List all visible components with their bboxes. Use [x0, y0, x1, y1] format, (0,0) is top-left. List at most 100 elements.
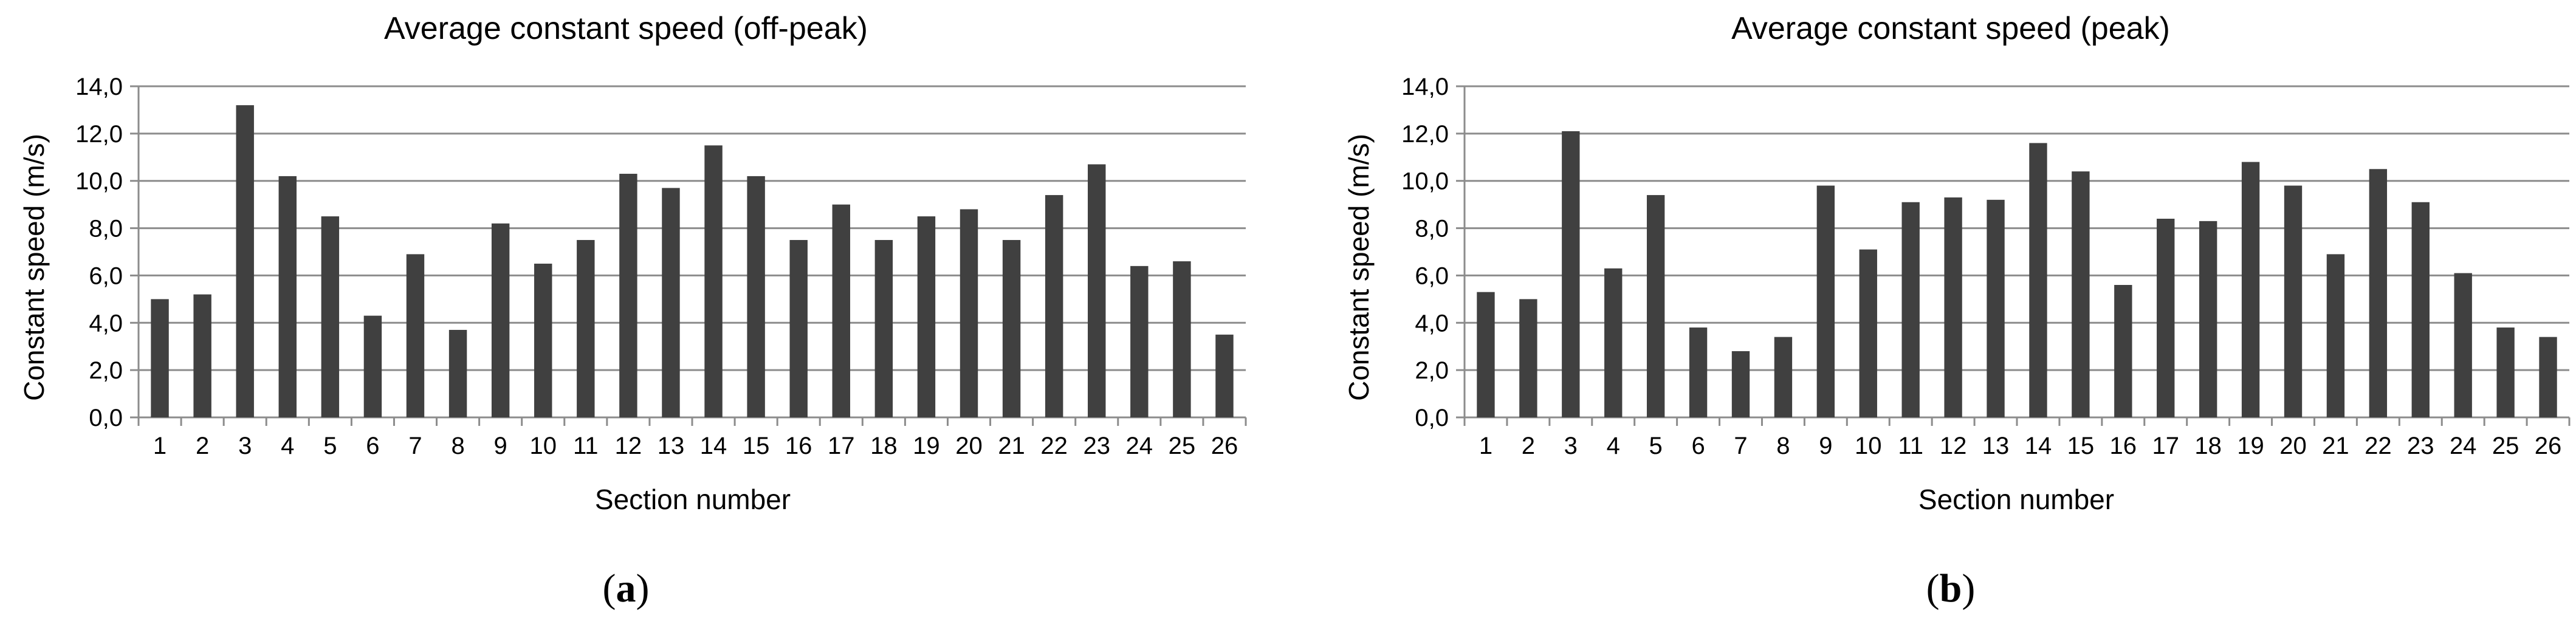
y-axis-label: Constant speed (m/s): [18, 134, 50, 401]
x-tick-label: 19: [2237, 433, 2264, 459]
y-axis-ticks: 0,0 2,0 4,0 6,0 8,0 10,0 12,0 14,0: [75, 74, 139, 431]
bar: [960, 209, 978, 417]
bar: [1130, 266, 1149, 417]
x-tick-label: 7: [1734, 433, 1747, 459]
bar: [534, 263, 552, 417]
bar: [704, 145, 723, 418]
x-tick-label: 3: [238, 433, 252, 459]
x-tick-label: 10: [1855, 433, 1882, 459]
y-axis-label: Constant speed (m/s): [1343, 134, 1375, 401]
bar: [832, 204, 850, 417]
chart-off-peak: Average constant speed (off-peak) 0,0 2,0…: [18, 11, 1247, 611]
y-tick-label: 14,0: [75, 74, 123, 100]
bar: [1173, 261, 1191, 417]
bar: [1731, 351, 1750, 417]
bar: [1689, 327, 1708, 417]
y-tick-label: 4,0: [1415, 310, 1449, 337]
bar: [2454, 273, 2472, 417]
x-tick-label: 15: [743, 433, 770, 459]
y-tick-label: 10,0: [75, 168, 123, 195]
x-tick-label: 11: [573, 433, 599, 459]
x-tick-label: 18: [2194, 433, 2222, 459]
x-tick-label: 14: [700, 433, 727, 459]
bar: [1816, 185, 1835, 417]
x-tick-label: 15: [2067, 433, 2095, 459]
y-axis-ticks: 0,0 2,0 4,0 6,0 8,0 10,0 12,0 14,0: [1401, 74, 1465, 431]
x-axis-ticks: 1 2 3 4 5 6 7 8 9 10 11 12 13 14 15 16 17 18 19 20 21 22 23 24 2…: [137, 417, 1247, 459]
bars: [151, 105, 1234, 418]
x-tick-label: 2: [196, 433, 209, 459]
bar: [1987, 199, 2005, 417]
x-tick-label: 9: [1819, 433, 1832, 459]
bar: [2411, 202, 2430, 417]
y-tick-label: 0,0: [1415, 405, 1449, 431]
x-tick-label: 24: [1126, 433, 1153, 459]
x-tick-label: 5: [1649, 433, 1663, 459]
x-axis-label: Section number: [1918, 484, 2114, 515]
x-tick-label: 6: [366, 433, 379, 459]
y-tick-label: 12,0: [1401, 121, 1449, 148]
x-tick-label: 3: [1564, 433, 1578, 459]
bar: [662, 188, 680, 417]
panel-label: (a): [603, 566, 650, 611]
y-tick-label: 0,0: [89, 405, 123, 431]
bar: [2369, 169, 2388, 417]
x-tick-label: 23: [1083, 433, 1110, 459]
bar: [1646, 195, 1665, 417]
bar: [2157, 219, 2175, 417]
bar: [1944, 197, 1962, 417]
chart-peak: Average constant speed (peak) 0,0 2,0 4,0 6…: [1343, 11, 2571, 611]
bar: [747, 176, 765, 417]
bar: [1002, 240, 1021, 417]
x-tick-label: 21: [2322, 433, 2349, 459]
x-tick-label: 20: [955, 433, 983, 459]
x-tick-label: 4: [1607, 433, 1620, 459]
bar: [448, 329, 467, 417]
x-tick-label: 11: [1898, 433, 1923, 459]
x-tick-label: 16: [2110, 433, 2137, 459]
bar: [874, 240, 893, 417]
bar: [236, 105, 254, 418]
x-tick-label: 1: [153, 433, 167, 459]
y-tick-label: 8,0: [89, 216, 123, 242]
panel-label: (b): [1926, 566, 1976, 611]
x-tick-label: 10: [529, 433, 557, 459]
y-tick-label: 10,0: [1401, 168, 1449, 195]
bar: [1088, 164, 1106, 417]
chart-title: Average constant speed (peak): [1731, 11, 2170, 46]
x-tick-label: 9: [494, 433, 507, 459]
bar: [406, 254, 425, 417]
x-tick-label: 20: [2279, 433, 2307, 459]
x-tick-label: 7: [408, 433, 422, 459]
bar: [363, 315, 382, 417]
bar: [278, 176, 297, 417]
x-tick-label: 4: [281, 433, 294, 459]
y-tick-label: 4,0: [89, 310, 123, 337]
y-tick-label: 6,0: [89, 262, 123, 289]
bar: [1477, 292, 1495, 417]
x-tick-label: 26: [1211, 433, 1238, 459]
y-tick-label: 2,0: [89, 357, 123, 384]
bar: [2284, 185, 2303, 417]
x-tick-label: 25: [1169, 433, 1196, 459]
x-tick-label: 26: [2535, 433, 2562, 459]
x-tick-label: 8: [1776, 433, 1790, 459]
x-tick-label: 12: [615, 433, 642, 459]
bar: [917, 216, 936, 417]
bars: [1477, 131, 2557, 417]
bar: [2114, 285, 2132, 417]
x-tick-label: 5: [323, 433, 337, 459]
bar: [2539, 337, 2557, 417]
x-axis-ticks: 1 2 3 4 5 6 7 8 9 10 11 12 13 14 15 16 17 18 19 20 21 22 23 24 2…: [1463, 417, 2571, 459]
x-tick-label: 6: [1691, 433, 1705, 459]
bar: [2496, 327, 2515, 417]
bar: [1562, 131, 1580, 417]
bar: [1215, 334, 1234, 417]
panel-label-letter: a: [616, 566, 636, 611]
bar: [2199, 221, 2217, 417]
bar: [2072, 171, 2090, 417]
bar: [2029, 143, 2047, 417]
bar: [2326, 254, 2345, 417]
bar: [2241, 162, 2260, 417]
